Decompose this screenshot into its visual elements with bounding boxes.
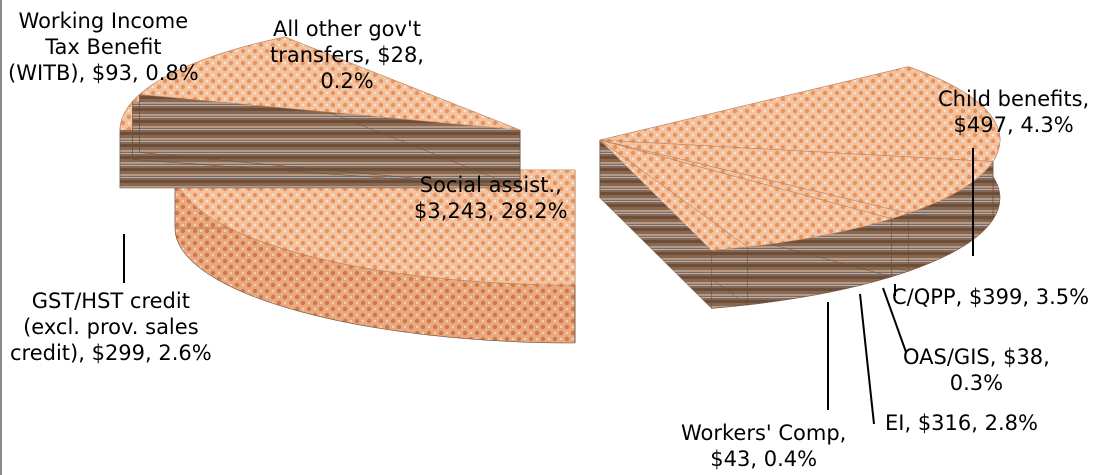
slice-ei-top: [599, 139, 893, 248]
label-all-other-line-2: transfers, $28,: [270, 43, 424, 67]
chart-frame-left-border: [0, 0, 2, 475]
label-ei: EI, $316, 2.8%: [885, 410, 1038, 436]
slice-child-benefits-top: [599, 66, 1001, 162]
label-workers-comp: Workers' Comp, $43, 0.4%: [681, 420, 846, 472]
label-all-other-line-3: 0.2%: [320, 69, 374, 93]
label-witb-line-1: Working Income: [18, 9, 189, 33]
leader-lines: [123, 148, 974, 425]
label-gst-hst: GST/HST credit (excl. prov. sales credit…: [10, 288, 212, 366]
pie-slices: [119, 36, 1001, 344]
label-social-assist-line-1: Social assist.,: [419, 173, 562, 197]
label-witb-line-2: Tax Benefit: [45, 35, 162, 59]
label-all-other-line-1: All other gov't: [273, 17, 421, 41]
label-witb-line-3: (WITB), $93, 0.8%: [8, 61, 199, 85]
label-gst-hst-line-3: credit), $299, 2.6%: [10, 341, 212, 365]
label-workers-comp-line-2: $43, 0.4%: [710, 447, 818, 471]
slice-social-assist-top: [174, 169, 576, 286]
label-cqpp-line-1: C/QPP, $399, 3.5%: [892, 285, 1090, 309]
label-oas-gis-line-1: OAS/GIS, $38,: [903, 345, 1050, 369]
label-child-benefits-line-2: $497, 4.3%: [953, 113, 1074, 137]
label-social-assist: Social assist., $3,243, 28.2%: [414, 172, 568, 224]
slice-gst-hst-credit-excl-prov-sales-credit-top: [138, 36, 521, 131]
label-witb: Working Income Tax Benefit (WITB), $93, …: [8, 8, 199, 86]
label-child-benefits: Child benefits, $497, 4.3%: [938, 86, 1089, 138]
label-child-benefits-line-1: Child benefits,: [938, 87, 1090, 111]
label-gst-hst-line-1: GST/HST credit: [31, 289, 190, 313]
label-social-assist-line-2: $3,243, 28.2%: [414, 199, 568, 223]
leader-ei: [859, 293, 875, 425]
label-oas-gis-line-2: 0.3%: [949, 371, 1004, 395]
slice-workers-comp-top: [599, 139, 749, 251]
label-cqpp: C/QPP, $399, 3.5%: [892, 284, 1089, 310]
label-all-other: All other gov't transfers, $28, 0.2%: [270, 16, 424, 94]
label-gst-hst-line-2: (excl. prov. sales: [23, 315, 199, 339]
slice-c-qpp-top: [599, 139, 994, 214]
label-workers-comp-line-1: Workers' Comp,: [681, 421, 847, 445]
label-ei-line-1: EI, $316, 2.8%: [885, 411, 1038, 435]
leader-oas-gis: [882, 287, 907, 353]
label-oas-gis: OAS/GIS, $38, 0.3%: [903, 344, 1050, 396]
